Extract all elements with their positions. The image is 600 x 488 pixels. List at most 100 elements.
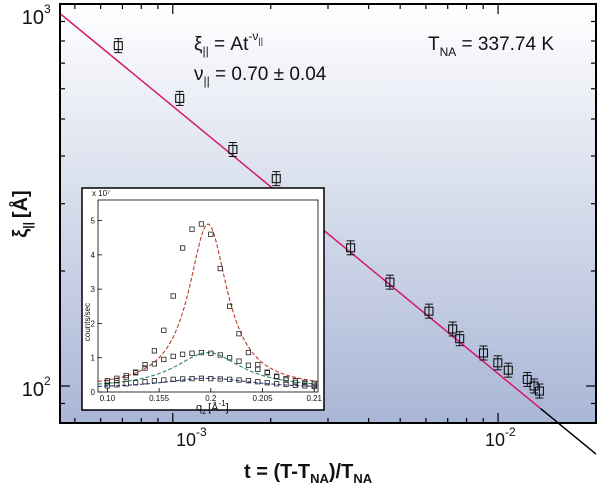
inset-point-marker: [170, 293, 176, 299]
svg-text:10: 10: [176, 430, 196, 450]
data-point: [228, 141, 238, 157]
svg-text:10: 10: [22, 7, 44, 29]
inset-y-multiplier: x 10⁷: [92, 189, 110, 198]
point-marker: [346, 243, 356, 253]
inset-x-tick-label: 0.205: [253, 394, 274, 403]
inset-point-marker: [161, 327, 167, 333]
inset-point-marker: [255, 379, 261, 385]
point-marker: [113, 41, 123, 51]
inset-point-marker: [123, 372, 129, 379]
inset-point-marker: [104, 383, 111, 389]
inset-point-marker: [274, 373, 280, 379]
point-marker: [424, 306, 434, 316]
inset-point-marker: [208, 376, 214, 382]
point-marker: [455, 334, 465, 344]
data-point: [385, 274, 395, 290]
inset-point-marker: [170, 353, 176, 359]
inset-point-marker: [142, 361, 148, 368]
svg-text:10: 10: [485, 430, 505, 450]
inset-point-marker: [255, 366, 261, 372]
data-point: [175, 90, 185, 106]
inset-point-marker: [227, 303, 233, 309]
inset-point-marker: [104, 378, 111, 384]
inset-fit-curve: [97, 352, 319, 385]
y-tick-label-100: 10 2: [22, 374, 51, 401]
point-marker: [534, 386, 544, 396]
data-point: [346, 240, 356, 256]
data-point: [455, 331, 465, 347]
inset-point-marker: [114, 382, 120, 388]
point-marker: [448, 324, 458, 334]
inset-point-marker: [236, 377, 242, 383]
inset-x-tick-label: 0.10: [100, 394, 116, 403]
inset-point-marker: [217, 376, 223, 382]
data-point: [424, 303, 434, 319]
inset-point-marker: [198, 375, 205, 381]
data-point: [113, 38, 123, 54]
plot-frame: [59, 3, 597, 424]
inset-point-marker: [123, 381, 129, 387]
inset-point-marker: [142, 365, 148, 371]
point-marker: [175, 93, 185, 103]
point-marker: [529, 381, 539, 391]
inset-point-marker: [245, 362, 252, 368]
data-point: [478, 345, 489, 361]
svg-text:10: 10: [22, 379, 44, 401]
inset-point-marker: [161, 377, 167, 383]
inset-y-tick-label: 1: [91, 354, 96, 363]
inset-x-axis-label: qz [Å-1]: [196, 399, 229, 416]
point-marker: [271, 174, 281, 184]
x-tick-label-0.001: 10 -3: [176, 425, 207, 450]
inset-point-marker: [264, 380, 270, 386]
inset-point-marker: [283, 381, 289, 388]
inset-point-marker: [227, 376, 233, 382]
data-point: [448, 321, 458, 337]
inset-point-marker: [264, 370, 270, 376]
inset-point-marker: [236, 331, 242, 337]
inset-y-tick-label: 0: [91, 388, 96, 397]
inset-point-marker: [180, 245, 186, 251]
data-point: [529, 378, 539, 394]
point-marker: [503, 365, 513, 375]
inset-point-marker: [302, 383, 308, 389]
data-point: [271, 171, 281, 187]
inset-plot-area: [81, 187, 325, 411]
inset-point-marker: [208, 231, 214, 237]
formula-annotation: ξ|| = At-ν||: [194, 29, 263, 58]
tna-annotation: TNA = 337.74 K: [428, 34, 554, 59]
inset-point-marker: [189, 226, 195, 232]
inset-point-marker: [236, 358, 242, 364]
inset-point-marker: [311, 383, 317, 390]
svg-text:3: 3: [44, 2, 51, 16]
inset-point-marker: [133, 380, 139, 386]
inset-point-marker: [151, 348, 158, 354]
inset-point-marker: [151, 361, 158, 367]
inset-point-marker: [217, 352, 223, 358]
inset-point-marker: [170, 376, 176, 382]
inset-point-marker: [198, 221, 205, 227]
inset-point-marker: [189, 350, 195, 356]
inset-point-marker: [151, 378, 158, 384]
point-marker: [385, 277, 395, 287]
inset-point-marker: [180, 351, 186, 357]
point-marker: [493, 358, 503, 368]
inset-point-marker: [142, 379, 148, 385]
inset-point-marker: [292, 382, 299, 388]
inset-y-tick-label: 3: [91, 285, 96, 294]
inset-point-marker: [274, 381, 280, 387]
inset-y-axis-label: counts/sec: [83, 303, 92, 341]
data-point: [503, 362, 513, 378]
point-marker: [228, 144, 238, 155]
inset-y-tick-label: 2: [91, 319, 96, 328]
data-point: [534, 383, 544, 399]
inset-point-marker: [227, 355, 233, 361]
inset-point-marker: [255, 361, 261, 368]
inset-x-tick-label: 0.2: [205, 394, 217, 403]
inset-y-tick-label: 5: [91, 217, 96, 226]
fit-line-extension: [539, 407, 597, 455]
y-tick-label-1000: 10 3: [22, 2, 51, 29]
inset-point-marker: [133, 369, 139, 375]
point-marker: [478, 348, 489, 358]
inset-point-marker: [180, 376, 186, 382]
